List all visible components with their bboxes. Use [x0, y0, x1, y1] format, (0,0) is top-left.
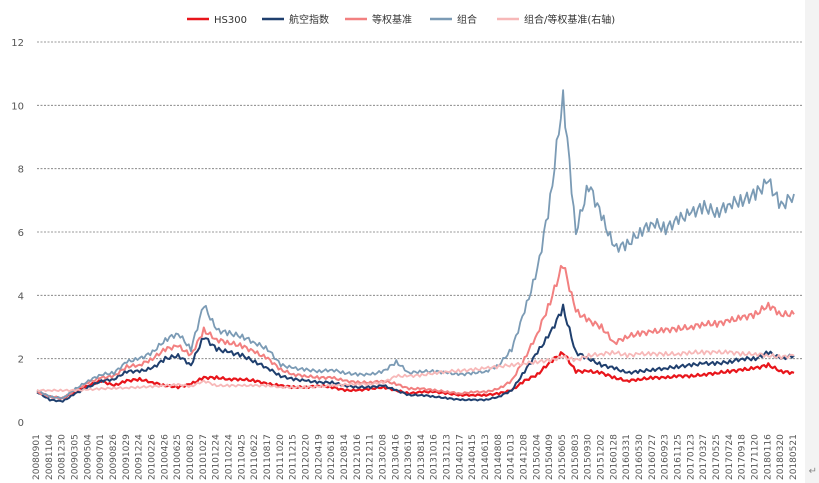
scrollbar-strip	[805, 0, 819, 483]
x-tick-label: 20130619	[404, 434, 414, 480]
x-tick-label: 20141013	[507, 434, 517, 480]
legend-label: HS300	[214, 15, 247, 26]
x-tick-label: 20100226	[147, 434, 157, 480]
x-tick-label: 20150409	[545, 434, 555, 480]
x-tick-label: 20160530	[635, 434, 645, 480]
x-tick-label: 20090826	[109, 434, 119, 480]
x-tick-label: 20081104	[45, 434, 55, 480]
x-tick-label: 20091224	[135, 434, 145, 480]
x-tick-label: 20090305	[70, 434, 80, 480]
legend-label: 等权基准	[372, 13, 412, 26]
x-tick-label: 20150605	[558, 434, 568, 480]
x-tick-label: 20130208	[378, 434, 388, 480]
x-tick-label: 20120618	[327, 434, 337, 480]
legend: HS300 航空指数 等权基准 组合 组合/等权基准(右轴)	[187, 13, 615, 26]
x-tick-label: 20120814	[340, 434, 350, 480]
x-tick-label: 20080901	[32, 434, 42, 480]
x-tick-label: 20100625	[173, 434, 183, 480]
x-tick-label: 20090504	[83, 434, 93, 480]
x-tick-label: 20160727	[648, 434, 658, 480]
x-tick-label: 20100426	[160, 434, 170, 480]
x-tick-label: 20180116	[763, 434, 773, 480]
x-tick-label: 20140808	[494, 434, 504, 480]
x-tick-label: 20101224	[212, 434, 222, 480]
x-tick-label: 20141208	[520, 434, 530, 480]
grid-lines	[37, 41, 802, 360]
x-tick-label: 20131016	[430, 434, 440, 480]
x-tick-label: 20120220	[301, 434, 311, 480]
x-tick-label: 20150204	[532, 434, 542, 480]
x-tick-label: 20130416	[391, 434, 401, 480]
x-tick-label: 20110622	[250, 434, 260, 480]
x-tick-label: 20140217	[455, 434, 465, 480]
series-line	[36, 89, 795, 400]
y-tick-label: 2	[18, 355, 24, 366]
legend-label: 航空指数	[289, 13, 329, 26]
x-tick-label: 20100820	[186, 434, 196, 480]
series-line	[36, 303, 795, 403]
x-tick-label: 20111020	[276, 434, 286, 480]
x-tick-label: 20111215	[289, 434, 299, 480]
x-tick-label: 20161125	[674, 434, 684, 480]
x-tick-label: 20180521	[789, 434, 799, 480]
x-tick-label: 20170327	[699, 434, 709, 480]
x-tick-label: 20171120	[751, 434, 761, 480]
x-tick-label: 20121211	[366, 434, 376, 480]
x-tick-label: 20160128	[609, 434, 619, 480]
x-tick-label: 20110224	[224, 434, 234, 480]
y-tick-label: 12	[11, 38, 24, 49]
x-tick-label: 20130814	[417, 434, 427, 480]
plot-area	[36, 89, 795, 403]
x-tick-label: 20081230	[58, 434, 68, 480]
x-tick-label: 20140613	[481, 434, 491, 480]
y-tick-label: 4	[18, 291, 24, 302]
x-tick-label: 20121016	[353, 434, 363, 480]
x-tick-label: 20120419	[314, 434, 324, 480]
x-tick-label: 20140415	[468, 434, 478, 480]
x-tick-label: 20091029	[122, 434, 132, 480]
x-tick-label: 20101027	[199, 434, 209, 480]
x-axis: 20080901 20081104 20081230 20090305 20090504…	[32, 434, 799, 480]
y-tick-label: 0	[18, 418, 24, 429]
y-tick-label: 10	[11, 101, 24, 112]
x-tick-label: 20131213	[443, 434, 453, 480]
x-tick-label: 20170525	[712, 434, 722, 480]
y-tick-label: 8	[18, 165, 24, 176]
y-tick-label: 6	[18, 228, 24, 239]
x-tick-label: 20110425	[237, 434, 247, 480]
series-line	[36, 349, 795, 393]
x-tick-label: 20090701	[96, 434, 106, 480]
series-line	[36, 264, 795, 400]
return-glyph: ↵	[808, 466, 817, 477]
x-tick-label: 20180320	[776, 434, 786, 480]
y-axis: 0 2 4 6 8 10 12	[11, 38, 24, 429]
x-tick-label: 20110817	[263, 434, 273, 480]
x-tick-label: 20150930	[584, 434, 594, 480]
x-tick-label: 20150803	[571, 434, 581, 480]
x-tick-label: 20170123	[686, 434, 696, 480]
x-tick-label: 20170918	[738, 434, 748, 480]
x-tick-label: 20160331	[622, 434, 632, 480]
x-tick-label: 20170724	[725, 434, 735, 480]
x-tick-label: 20151202	[597, 434, 607, 480]
legend-label: 组合	[457, 13, 477, 26]
x-tick-label: 20160923	[661, 434, 671, 480]
legend-label: 组合/等权基准(右轴)	[524, 13, 615, 26]
